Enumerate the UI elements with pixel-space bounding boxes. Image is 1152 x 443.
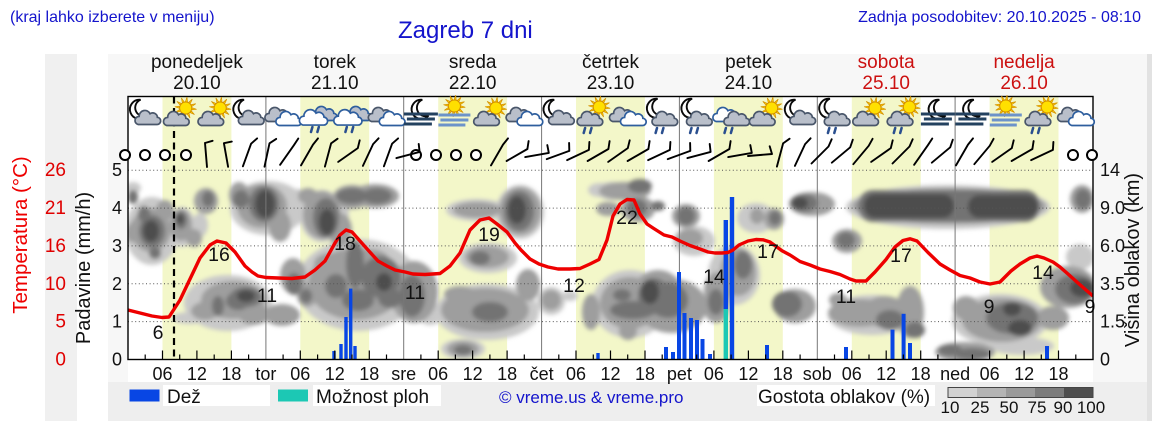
svg-text:6: 6 — [153, 322, 164, 344]
svg-text:18: 18 — [635, 364, 655, 384]
svg-text:ned: ned — [940, 364, 970, 384]
svg-text:20.10: 20.10 — [173, 73, 221, 94]
svg-text:1.5: 1.5 — [1100, 312, 1125, 332]
svg-text:5: 5 — [112, 160, 122, 180]
svg-text:18: 18 — [334, 233, 356, 255]
svg-text:12: 12 — [1014, 364, 1034, 384]
svg-text:16: 16 — [45, 236, 66, 257]
svg-text:0: 0 — [1100, 350, 1110, 370]
svg-text:Padavine (mm/h): Padavine (mm/h) — [73, 192, 95, 344]
svg-text:pet: pet — [667, 364, 692, 384]
svg-text:12: 12 — [738, 364, 758, 384]
svg-text:0: 0 — [55, 350, 66, 371]
svg-text:18: 18 — [221, 364, 241, 384]
svg-text:2: 2 — [112, 274, 122, 294]
svg-text:petek: petek — [725, 52, 772, 73]
svg-text:9: 9 — [1085, 296, 1096, 318]
svg-text:50: 50 — [1000, 398, 1019, 417]
svg-text:18: 18 — [773, 364, 793, 384]
svg-text:22: 22 — [616, 207, 638, 229]
svg-text:0: 0 — [112, 350, 122, 370]
svg-text:čet: čet — [530, 364, 554, 384]
svg-text:23.10: 23.10 — [587, 73, 635, 94]
svg-text:Dež: Dež — [167, 387, 201, 408]
svg-text:torek: torek — [314, 52, 357, 73]
svg-text:11: 11 — [257, 285, 277, 307]
svg-text:18: 18 — [911, 364, 931, 384]
svg-text:14: 14 — [703, 266, 725, 288]
svg-text:06: 06 — [980, 364, 1000, 384]
svg-text:3.5: 3.5 — [1100, 274, 1125, 294]
svg-text:5: 5 — [55, 312, 66, 333]
svg-text:12: 12 — [600, 364, 620, 384]
svg-text:Temperatura (°C): Temperatura (°C) — [9, 156, 32, 313]
svg-text:Možnost ploh: Možnost ploh — [316, 387, 429, 408]
svg-text:19: 19 — [478, 224, 500, 246]
svg-text:9.0: 9.0 — [1100, 198, 1125, 218]
svg-text:© vreme.us & vreme.pro: © vreme.us & vreme.pro — [499, 388, 683, 407]
svg-text:14: 14 — [1100, 160, 1120, 180]
svg-text:06: 06 — [566, 364, 586, 384]
svg-text:12: 12 — [325, 364, 345, 384]
svg-text:nedelja: nedelja — [993, 52, 1055, 73]
svg-text:sreda: sreda — [449, 52, 497, 73]
svg-text:12: 12 — [563, 275, 585, 297]
svg-text:18: 18 — [359, 364, 379, 384]
svg-text:06: 06 — [152, 364, 172, 384]
svg-text:18: 18 — [497, 364, 517, 384]
svg-text:9: 9 — [984, 296, 995, 318]
svg-text:6.0: 6.0 — [1100, 236, 1125, 256]
svg-text:3: 3 — [112, 236, 122, 256]
svg-text:26.10: 26.10 — [1000, 73, 1048, 94]
svg-text:25.10: 25.10 — [862, 73, 910, 94]
svg-text:14: 14 — [1032, 262, 1054, 284]
svg-text:4: 4 — [112, 198, 122, 218]
svg-text:25: 25 — [971, 398, 990, 417]
svg-text:17: 17 — [757, 241, 779, 263]
svg-text:10: 10 — [941, 398, 960, 417]
svg-text:22.10: 22.10 — [449, 73, 497, 94]
svg-text:90: 90 — [1054, 398, 1073, 417]
svg-text:06: 06 — [428, 364, 448, 384]
svg-text:Gostota oblakov (%): Gostota oblakov (%) — [758, 387, 930, 408]
svg-text:12: 12 — [187, 364, 207, 384]
svg-text:21: 21 — [45, 198, 66, 219]
svg-text:24.10: 24.10 — [725, 73, 773, 94]
svg-text:sobota: sobota — [858, 52, 915, 73]
svg-text:12: 12 — [876, 364, 896, 384]
svg-text:Višina oblakov (km): Višina oblakov (km) — [1122, 173, 1144, 347]
svg-text:ponedeljek: ponedeljek — [151, 52, 243, 73]
svg-text:18: 18 — [1048, 364, 1068, 384]
svg-text:sob: sob — [803, 364, 832, 384]
svg-text:10: 10 — [45, 274, 66, 295]
svg-text:06: 06 — [704, 364, 724, 384]
svg-text:17: 17 — [890, 245, 912, 267]
svg-text:11: 11 — [836, 286, 856, 308]
svg-text:26: 26 — [45, 160, 66, 181]
svg-text:tor: tor — [255, 364, 276, 384]
svg-text:21.10: 21.10 — [311, 73, 359, 94]
svg-text:sre: sre — [391, 364, 416, 384]
svg-text:četrtek: četrtek — [582, 52, 640, 73]
svg-text:06: 06 — [290, 364, 310, 384]
svg-text:100: 100 — [1077, 398, 1105, 417]
svg-text:16: 16 — [208, 244, 230, 266]
svg-text:11: 11 — [405, 282, 425, 304]
svg-text:06: 06 — [842, 364, 862, 384]
svg-text:1: 1 — [112, 312, 122, 332]
svg-text:75: 75 — [1028, 398, 1047, 417]
svg-text:12: 12 — [463, 364, 483, 384]
